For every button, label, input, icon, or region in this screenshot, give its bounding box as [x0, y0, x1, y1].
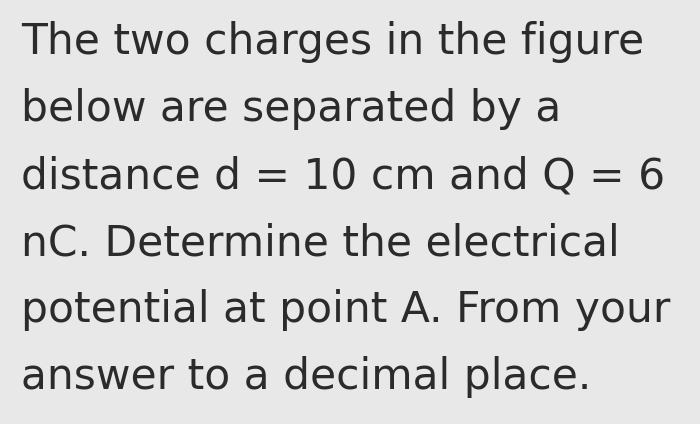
Text: nC. Determine the electrical: nC. Determine the electrical	[21, 222, 620, 264]
Text: answer to a decimal place.: answer to a decimal place.	[21, 356, 592, 398]
Text: potential at point A. From your: potential at point A. From your	[21, 289, 671, 331]
Text: The two charges in the figure: The two charges in the figure	[21, 21, 644, 63]
Text: distance d = 10 cm and Q = 6: distance d = 10 cm and Q = 6	[21, 155, 665, 197]
Text: below are separated by a: below are separated by a	[21, 88, 561, 130]
